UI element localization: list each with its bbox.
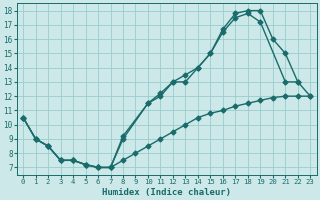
X-axis label: Humidex (Indice chaleur): Humidex (Indice chaleur) <box>102 188 231 197</box>
